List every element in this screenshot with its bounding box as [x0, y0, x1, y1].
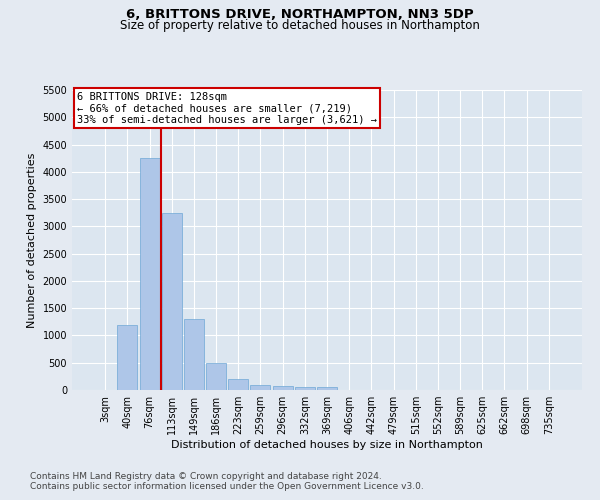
Bar — [140, 158, 160, 390]
Bar — [118, 324, 137, 390]
X-axis label: Distribution of detached houses by size in Northampton: Distribution of detached houses by size … — [171, 440, 483, 450]
Text: 6, BRITTONS DRIVE, NORTHAMPTON, NN3 5DP: 6, BRITTONS DRIVE, NORTHAMPTON, NN3 5DP — [126, 8, 474, 20]
Bar — [228, 379, 248, 390]
Bar — [162, 212, 182, 390]
Bar — [184, 319, 204, 390]
Text: Contains HM Land Registry data © Crown copyright and database right 2024.: Contains HM Land Registry data © Crown c… — [30, 472, 382, 481]
Bar — [272, 386, 293, 390]
Bar — [206, 362, 226, 390]
Text: Size of property relative to detached houses in Northampton: Size of property relative to detached ho… — [120, 18, 480, 32]
Y-axis label: Number of detached properties: Number of detached properties — [27, 152, 37, 328]
Bar — [295, 388, 315, 390]
Text: Contains public sector information licensed under the Open Government Licence v3: Contains public sector information licen… — [30, 482, 424, 491]
Bar — [250, 384, 271, 390]
Text: 6 BRITTONS DRIVE: 128sqm
← 66% of detached houses are smaller (7,219)
33% of sem: 6 BRITTONS DRIVE: 128sqm ← 66% of detach… — [77, 92, 377, 124]
Bar — [317, 388, 337, 390]
